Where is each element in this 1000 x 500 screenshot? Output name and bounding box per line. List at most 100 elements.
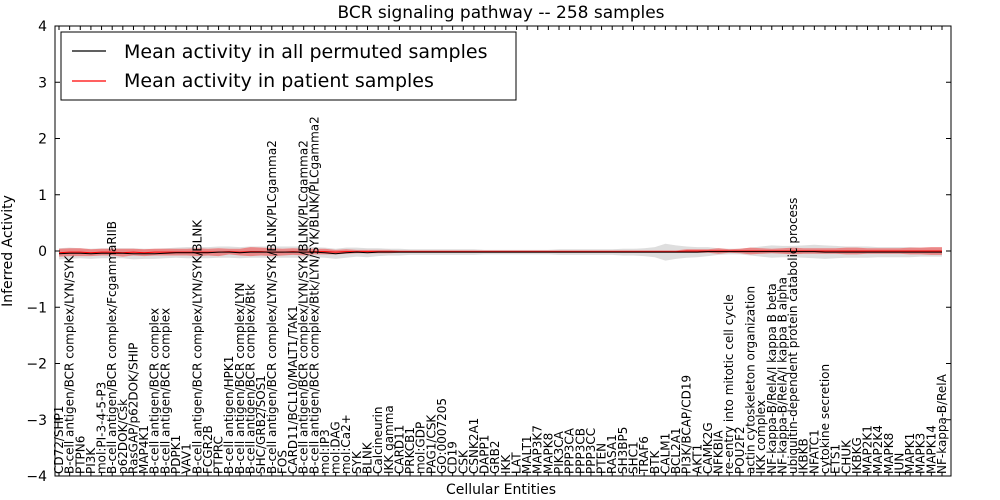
entity-label: CHUK bbox=[839, 439, 853, 474]
entity-label: mol:DAG bbox=[329, 421, 343, 474]
entity-label: AKT1 bbox=[690, 444, 704, 474]
entity-label: re-entry into mitotic cell cycle bbox=[722, 294, 736, 474]
entity-label: SHC1 bbox=[626, 441, 640, 474]
legend-label-patient: Mean activity in patient samples bbox=[124, 70, 434, 92]
entity-label: NFKBIA bbox=[712, 429, 726, 474]
entity-label: PDPK1 bbox=[169, 435, 183, 474]
y-tick-label: −4 bbox=[26, 469, 47, 485]
entity-label: MAPK8 bbox=[541, 433, 555, 474]
entity-label: IKBKG bbox=[850, 437, 864, 474]
y-tick-label: −3 bbox=[26, 413, 47, 429]
entity-label: mol:IP3 bbox=[318, 429, 332, 474]
entity-label: mol:GDP bbox=[414, 422, 428, 474]
entity-label: B-cell antigen/BCR complex/LYN/SYK/BLNK bbox=[190, 219, 204, 474]
entity-label: CD19 bbox=[446, 441, 460, 474]
entity-label: B-cell antigen/BCR complex bbox=[148, 308, 162, 474]
entity-label: IKK bbox=[499, 454, 513, 474]
entity-label: ubiquitin-dependent protein catabolic pr… bbox=[786, 198, 800, 474]
entity-label: MAPK8 bbox=[882, 433, 896, 474]
entity-label: GO:0007205 bbox=[435, 398, 449, 474]
entity-label: NF-kappa-B/RelA/I kappa B alpha bbox=[775, 277, 789, 474]
entity-label: MAP3K7 bbox=[531, 425, 545, 474]
entity-label: VAV1 bbox=[180, 443, 194, 474]
entity-label: PTPRC bbox=[212, 436, 226, 474]
entity-label: p62DOK/Csk bbox=[116, 399, 130, 474]
entity-label: PAG1/CSK bbox=[424, 414, 438, 474]
entity-label: B-cell antigen/BCR complex/LYN/SYK bbox=[63, 254, 77, 474]
entity-label: mol:PI-3-4-5-P3 bbox=[95, 382, 109, 474]
entity-label: RasGAP/p62DOK/SHIP bbox=[126, 343, 140, 474]
entity-label: FOS bbox=[275, 450, 289, 474]
entity-label: mol:Ca2+ bbox=[339, 414, 353, 474]
entity-label: MAP2K4 bbox=[871, 425, 885, 474]
entity-label: MALT1 bbox=[520, 435, 534, 474]
entity-label: B-cell antigen/BCR complex bbox=[158, 308, 172, 474]
entity-label: BLNK bbox=[361, 441, 375, 474]
entity-label: B-cell antigen/BCR complex/LYN/SYK/BLNK/… bbox=[297, 140, 311, 474]
entity-label: PPP3CA bbox=[563, 427, 577, 474]
entity-label: B-cell antigen/BCR complex/FcgammaRIIB bbox=[105, 221, 119, 474]
series-line-layer bbox=[58, 250, 942, 255]
entity-label: PI3K/BCAP/CD19 bbox=[680, 375, 694, 474]
entity-label: RASA1 bbox=[605, 434, 619, 474]
entity-label: PTEN bbox=[595, 443, 609, 474]
y-tick-label: −1 bbox=[26, 300, 47, 316]
entity-label: B-cell antigen/BCR complex/Btk/LYN/SYK/B… bbox=[307, 116, 321, 474]
entity-label: FCGR2B bbox=[201, 425, 215, 474]
entity-label: PTPN6 bbox=[73, 436, 87, 474]
series-line-permuted bbox=[58, 251, 942, 255]
entity-label: MAPK1 bbox=[903, 433, 917, 474]
entity-label: BTK bbox=[648, 449, 662, 474]
entity-label: B-cell antigen/BCR complex/Btk bbox=[243, 284, 257, 474]
y-tick-label: −2 bbox=[26, 357, 47, 373]
y-tick-label: 0 bbox=[38, 244, 47, 260]
entity-label: NF-kappa-B/RelA/I kappa B beta bbox=[765, 283, 779, 474]
entity-label: CSK bbox=[456, 449, 470, 474]
entity-label: SH3BP5 bbox=[616, 427, 630, 474]
y-tick-label: 4 bbox=[38, 19, 47, 35]
entity-label: SYK bbox=[350, 450, 364, 474]
entity-label: JUN bbox=[892, 453, 906, 475]
entity-label: POU2F2 bbox=[733, 426, 747, 474]
y-tick-label: 2 bbox=[38, 132, 47, 148]
entity-label: CARD11 bbox=[392, 425, 406, 474]
entity-label: TRAF6 bbox=[637, 436, 651, 475]
entity-label: MAPK3 bbox=[914, 433, 928, 474]
entity-label: CARD11/BCL10/MALT1/TAK1 bbox=[286, 305, 300, 474]
entity-label: MAP2K1 bbox=[861, 425, 875, 474]
entity-label: PI3K bbox=[84, 447, 98, 474]
entity-label: GRB2 bbox=[488, 440, 502, 474]
entity-label: LAT bbox=[509, 452, 523, 474]
entity-label: MAP4K1 bbox=[137, 425, 151, 474]
entity-label: CAMK2G bbox=[701, 422, 715, 474]
entity-label: B-cell antigen/BCR complex/LYN bbox=[233, 282, 247, 474]
entity-label: CALM1 bbox=[658, 433, 672, 474]
legend-box bbox=[60, 31, 517, 101]
y-tick-label: 3 bbox=[38, 75, 47, 91]
entity-label: IKK gamma bbox=[382, 405, 396, 474]
entity-label: cytokine secretion bbox=[818, 364, 832, 474]
y-axis-label: Inferred Activity bbox=[0, 195, 16, 307]
entity-label: B-cell antigen/BCR complex/LYN/SYK/BLNK/… bbox=[265, 140, 279, 474]
legend-label-permuted: Mean activity in all permuted samples bbox=[124, 41, 487, 63]
entity-label: PPP3CC bbox=[584, 428, 598, 474]
entity-label: PRKCB1 bbox=[403, 427, 417, 474]
entity-label: IKBKB bbox=[797, 438, 811, 474]
entity-label: CSNK2A1 bbox=[467, 418, 481, 474]
x-axis bbox=[58, 26, 943, 476]
x-axis-label: Cellular Entities bbox=[446, 482, 556, 498]
entity-label: IKK complex bbox=[754, 400, 768, 474]
entity-label: PPP3CB bbox=[573, 428, 587, 474]
entity-label: B-cell antigen/HPK1 bbox=[222, 356, 236, 474]
entity-label: PIK3CA bbox=[552, 430, 566, 474]
entity-label: ETS1 bbox=[829, 444, 843, 474]
entity-label: SHC/GRB2/SOS1 bbox=[254, 375, 268, 474]
entity-label: BCL2A1 bbox=[669, 427, 683, 474]
legend: Mean activity in all permuted samples Me… bbox=[60, 31, 517, 101]
entity-label: MAPK14 bbox=[924, 425, 938, 474]
entity-label: DAPP1 bbox=[478, 435, 492, 474]
entity-label: Calcineurin bbox=[371, 407, 385, 474]
entity-label: NF-kappa-B/RelA bbox=[935, 373, 949, 474]
